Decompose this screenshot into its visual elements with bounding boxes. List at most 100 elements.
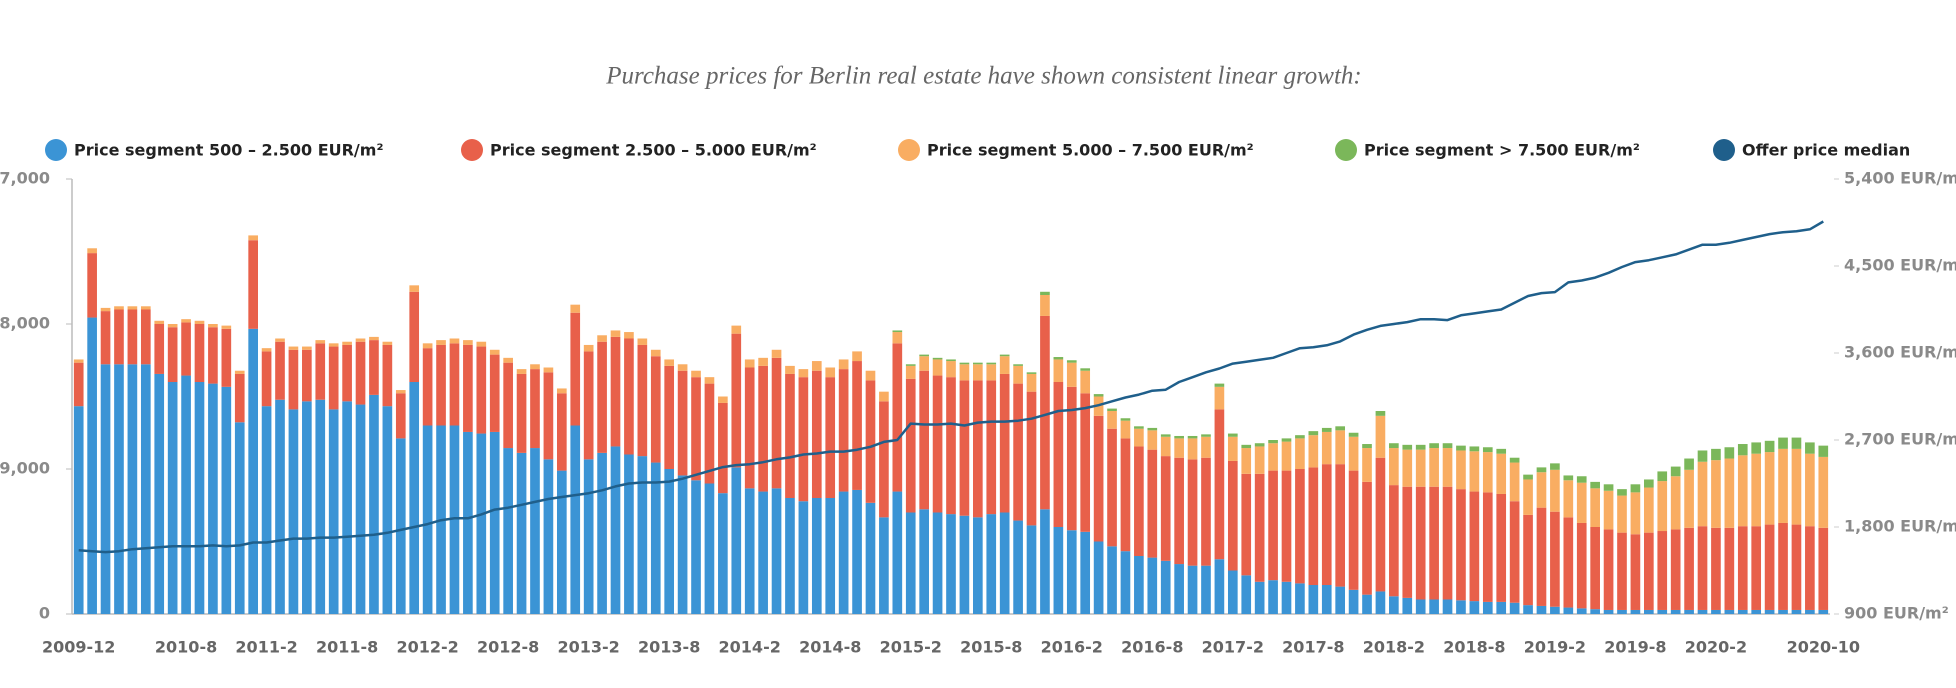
bar-segment	[959, 515, 970, 614]
bar-segment	[1818, 445, 1829, 457]
bar-segment	[1711, 448, 1721, 461]
bar-segment	[127, 306, 138, 310]
bar-segment	[248, 235, 258, 241]
bar-segment	[1644, 487, 1654, 533]
bar-segment	[261, 348, 272, 352]
x-tick-label: 2019-2	[1524, 638, 1586, 657]
bar-segment	[838, 369, 849, 492]
bar-segment	[932, 357, 943, 360]
bar-segment	[624, 338, 634, 455]
bar-segment	[1080, 368, 1091, 371]
bar-segment	[100, 307, 111, 312]
bar-segment	[100, 364, 111, 614]
bar-segment	[1120, 418, 1131, 421]
bar-segment	[1429, 599, 1439, 614]
bar-segment	[677, 364, 688, 371]
bar-segment	[140, 306, 151, 310]
bar-segment	[1147, 449, 1158, 558]
bar-segment	[892, 330, 903, 333]
bar-segment	[302, 349, 312, 402]
bar-segment	[731, 467, 742, 614]
bar-segment	[1657, 481, 1668, 532]
bar-segment	[1469, 601, 1480, 614]
bar-segment	[1764, 452, 1775, 525]
bar-segment	[1120, 551, 1131, 614]
bar-segment	[1630, 609, 1641, 614]
bar-segment	[476, 346, 487, 434]
bar-segment	[1147, 430, 1158, 450]
bar-segment	[1496, 453, 1507, 494]
bar-segment	[1134, 426, 1144, 429]
bar-segment	[1617, 609, 1627, 614]
bar-segment	[1550, 469, 1560, 512]
bar-segment	[1523, 605, 1533, 614]
bar-segment	[1295, 438, 1305, 469]
bar-segment	[852, 489, 862, 614]
bar-segment	[570, 425, 581, 614]
bar-segment	[1040, 291, 1050, 295]
bar-segment	[1227, 570, 1238, 614]
bar-segment	[1040, 295, 1050, 316]
bar-segment	[1187, 565, 1198, 614]
bar-segment	[1603, 609, 1614, 614]
bar-segment	[1442, 486, 1453, 600]
bar-segment	[1321, 431, 1332, 465]
bar-segment	[637, 338, 648, 345]
bar-segment	[1415, 444, 1426, 450]
bar-segment	[999, 356, 1010, 374]
bar-segment	[1066, 386, 1077, 531]
bar-segment	[1805, 453, 1815, 527]
bar-segment	[1456, 445, 1466, 451]
bar-segment	[275, 399, 285, 614]
bar-segment	[650, 462, 661, 614]
bar-segment	[543, 459, 554, 614]
bar-segment	[1590, 527, 1600, 610]
bar-segment	[1429, 443, 1439, 449]
bar-segment	[731, 325, 742, 334]
bar-segment	[355, 338, 366, 342]
bar-segment	[530, 448, 540, 614]
bar-segment	[154, 320, 165, 324]
bar-segment	[1187, 438, 1198, 460]
bar-segment	[355, 341, 366, 405]
bar-segment	[503, 357, 513, 363]
bar-segment	[825, 377, 836, 498]
bar-segment	[1160, 436, 1171, 457]
y2-tick-label: 3,600 EUR/m²	[1844, 343, 1956, 362]
x-tick-label: 2012-2	[396, 638, 458, 657]
bar-segment	[946, 361, 956, 378]
bar-segment	[905, 365, 916, 379]
bar-segment	[449, 338, 460, 344]
bar-segment	[650, 349, 661, 357]
x-tick-label: 2015-8	[960, 638, 1022, 657]
bar-segment	[1375, 411, 1386, 416]
bar-segment	[275, 341, 285, 400]
bar-segment	[1080, 393, 1091, 532]
bar-segment	[1563, 480, 1574, 518]
bar-segment	[1335, 586, 1346, 614]
bar-segment	[1563, 475, 1574, 481]
bar-segment	[275, 338, 285, 342]
bar-segment	[1227, 460, 1238, 571]
bar-segment	[798, 369, 809, 378]
bar-segment	[798, 501, 809, 614]
bar-segment	[1254, 443, 1265, 447]
bar-segment	[1603, 490, 1614, 530]
bar-segment	[1187, 435, 1198, 439]
x-tick-label: 2016-2	[1041, 638, 1103, 657]
bar-segment	[530, 369, 540, 449]
bar-segment	[1482, 452, 1493, 493]
bar-segment	[1576, 522, 1587, 609]
bar-segment	[1724, 447, 1735, 459]
bar-segment	[932, 375, 943, 513]
bar-segment	[1013, 383, 1023, 521]
bar-segment	[1295, 469, 1305, 584]
bar-segment	[905, 378, 916, 513]
bar-segment	[1509, 501, 1520, 603]
bar-segment	[758, 357, 768, 366]
bar-segment	[194, 382, 205, 614]
bar-segment	[1201, 436, 1211, 458]
bar-segment	[986, 362, 997, 365]
bar-segment	[208, 327, 218, 384]
bar-segment	[1603, 529, 1614, 610]
